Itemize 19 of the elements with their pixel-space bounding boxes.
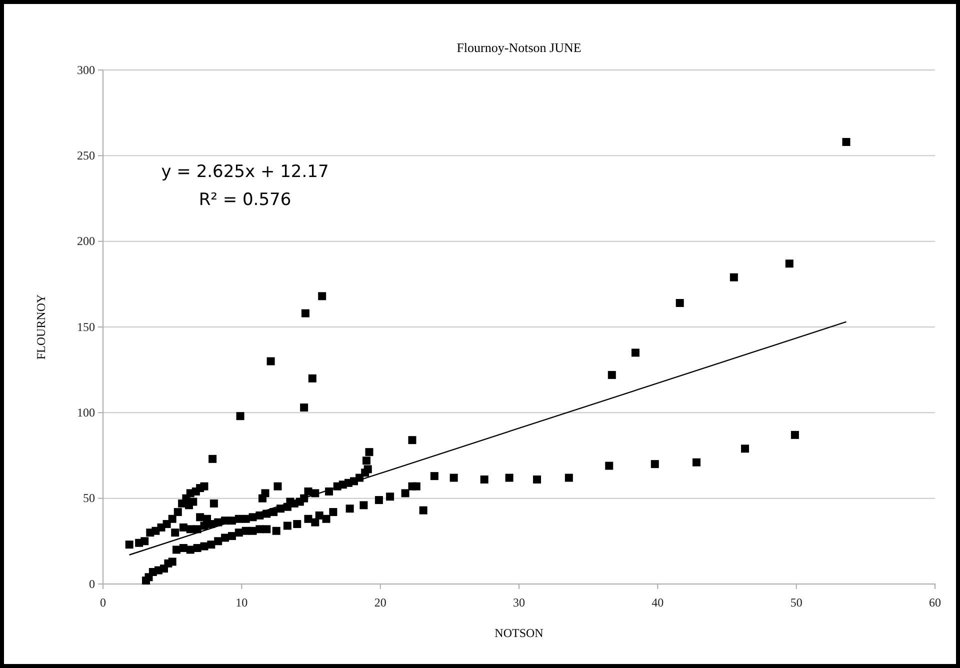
x-tick-label: 10 — [236, 595, 248, 610]
y-tick-label: 300 — [77, 62, 95, 77]
x-tick-label: 20 — [374, 595, 386, 610]
y-tick-label: 50 — [83, 491, 95, 506]
x-tick-label: 60 — [929, 595, 941, 610]
y-axis-title: FLOURNOY — [34, 294, 48, 360]
y-tick-label: 250 — [77, 148, 95, 163]
annotation: R² = 0.576 — [198, 190, 292, 210]
x-tick-label: 50 — [790, 595, 802, 610]
chart-title: Flournoy-Notson JUNE — [456, 40, 582, 55]
y-tick-label: 150 — [77, 320, 95, 334]
x-tick-label: 40 — [652, 595, 664, 610]
y-tick-label: 100 — [77, 406, 95, 420]
x-axis-title: NOTSON — [494, 626, 544, 640]
y-tick-label: 0 — [89, 576, 95, 591]
y-tick-label: 200 — [77, 234, 95, 248]
x-tick-label: 30 — [513, 595, 525, 610]
annotation: y = 2.625x + 12.17 — [161, 162, 329, 182]
x-tick-label: 0 — [100, 595, 106, 610]
